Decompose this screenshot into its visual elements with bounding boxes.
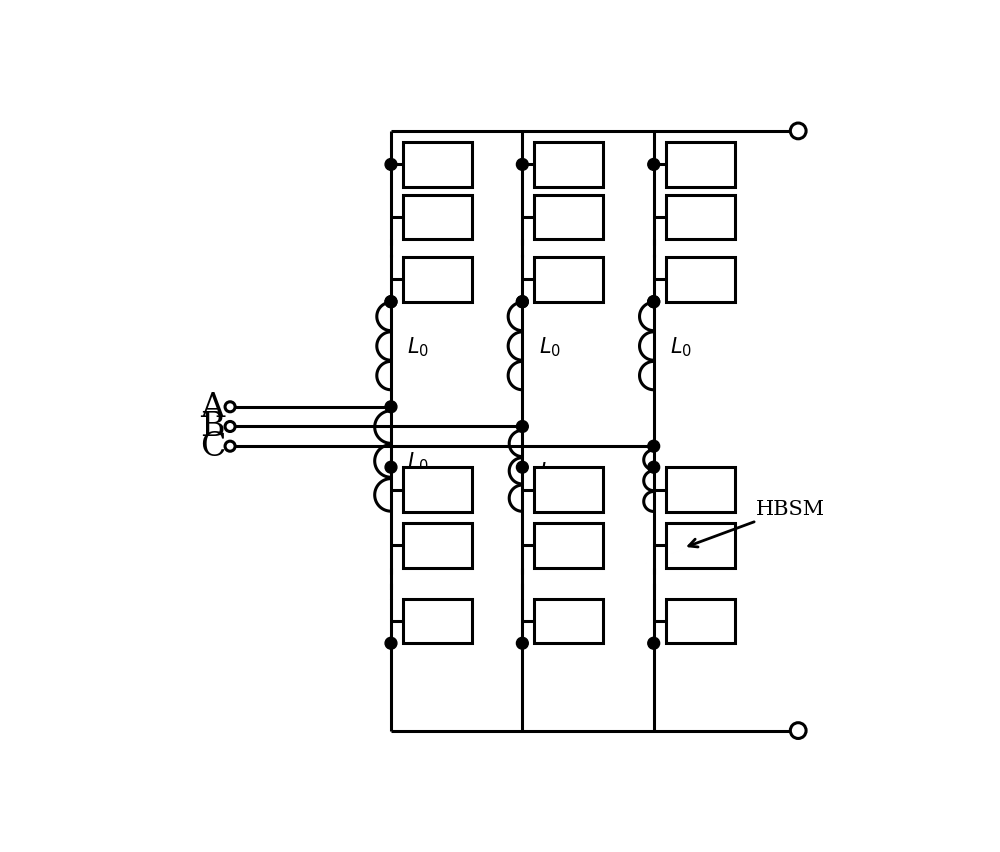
- Bar: [666, 523, 735, 568]
- Circle shape: [648, 296, 660, 308]
- Circle shape: [385, 296, 397, 308]
- Circle shape: [385, 159, 397, 171]
- Text: $L_0$: $L_0$: [670, 335, 692, 359]
- Text: $L_0$: $L_0$: [670, 469, 692, 493]
- Circle shape: [225, 441, 235, 452]
- Bar: [666, 599, 735, 643]
- Bar: [403, 468, 472, 512]
- Bar: [403, 143, 472, 187]
- Circle shape: [385, 462, 397, 474]
- Circle shape: [385, 637, 397, 649]
- Bar: [403, 599, 472, 643]
- Circle shape: [516, 421, 528, 433]
- Bar: [534, 523, 603, 568]
- Bar: [534, 195, 603, 240]
- Circle shape: [516, 637, 528, 649]
- Circle shape: [790, 722, 806, 739]
- Circle shape: [225, 422, 235, 432]
- Bar: [534, 599, 603, 643]
- Text: $L_0$: $L_0$: [407, 450, 429, 473]
- Text: $L_0$: $L_0$: [539, 335, 561, 359]
- Circle shape: [648, 462, 660, 474]
- Bar: [534, 257, 603, 302]
- Text: C: C: [201, 430, 226, 463]
- Text: A: A: [201, 391, 225, 423]
- Circle shape: [648, 159, 660, 171]
- Text: $L_0$: $L_0$: [539, 459, 561, 483]
- Text: HBSM: HBSM: [689, 499, 825, 547]
- Text: $L_0$: $L_0$: [407, 335, 429, 359]
- Bar: [666, 257, 735, 302]
- Bar: [534, 468, 603, 512]
- Bar: [403, 257, 472, 302]
- Bar: [666, 143, 735, 187]
- Text: B: B: [201, 411, 225, 443]
- Circle shape: [225, 402, 235, 412]
- Circle shape: [516, 296, 528, 308]
- Bar: [403, 195, 472, 240]
- Bar: [666, 195, 735, 240]
- Circle shape: [385, 296, 397, 308]
- Circle shape: [516, 462, 528, 474]
- Circle shape: [648, 296, 660, 308]
- Circle shape: [516, 159, 528, 171]
- Circle shape: [648, 637, 660, 649]
- Bar: [403, 523, 472, 568]
- Circle shape: [648, 440, 660, 452]
- Circle shape: [516, 296, 528, 308]
- Circle shape: [385, 401, 397, 413]
- Bar: [666, 468, 735, 512]
- Circle shape: [790, 124, 806, 140]
- Bar: [534, 143, 603, 187]
